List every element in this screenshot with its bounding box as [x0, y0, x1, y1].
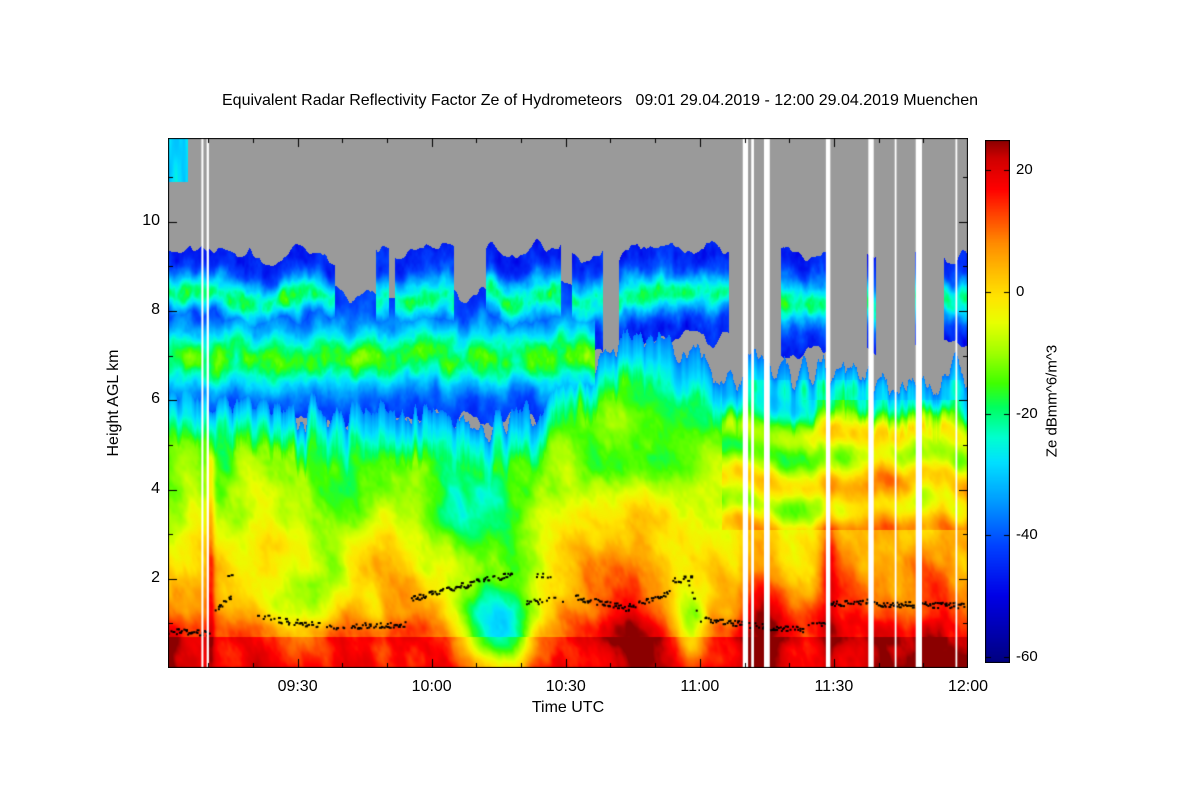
y-tick-label: 6 — [151, 390, 160, 408]
x-tick-label: 10:00 — [411, 678, 452, 695]
x-tick-label: 09:30 — [277, 678, 318, 695]
y-tick-label: 4 — [151, 479, 160, 497]
x-tick-label: 10:30 — [545, 678, 586, 695]
colorbar-label: Ze dBmm^6/m^3 — [1043, 344, 1061, 458]
colorbar-tick-label: -60 — [1016, 647, 1038, 665]
x-tick-label: 12:00 — [947, 678, 989, 695]
x-tick-label: 11:30 — [814, 678, 854, 695]
x-tick-label: 11:00 — [680, 678, 720, 695]
colorbar-tick-label: 0 — [1016, 283, 1025, 301]
y-axis-label: Height AGL km — [105, 349, 122, 457]
y-tick-label: 8 — [151, 301, 160, 319]
colorbar-canvas — [985, 140, 1010, 663]
x-axis-label: Time UTC — [531, 699, 605, 716]
chart-title: Equivalent Radar Reflectivity Factor Ze … — [222, 92, 978, 109]
y-tick-label: 2 — [151, 568, 160, 586]
colorbar-tick-label: -40 — [1016, 526, 1038, 544]
y-tick-label: 10 — [142, 211, 160, 229]
reflectivity-heatmap-canvas — [168, 138, 968, 668]
colorbar-tick-label: 20 — [1016, 161, 1033, 179]
colorbar-tick-label: -20 — [1016, 404, 1038, 422]
